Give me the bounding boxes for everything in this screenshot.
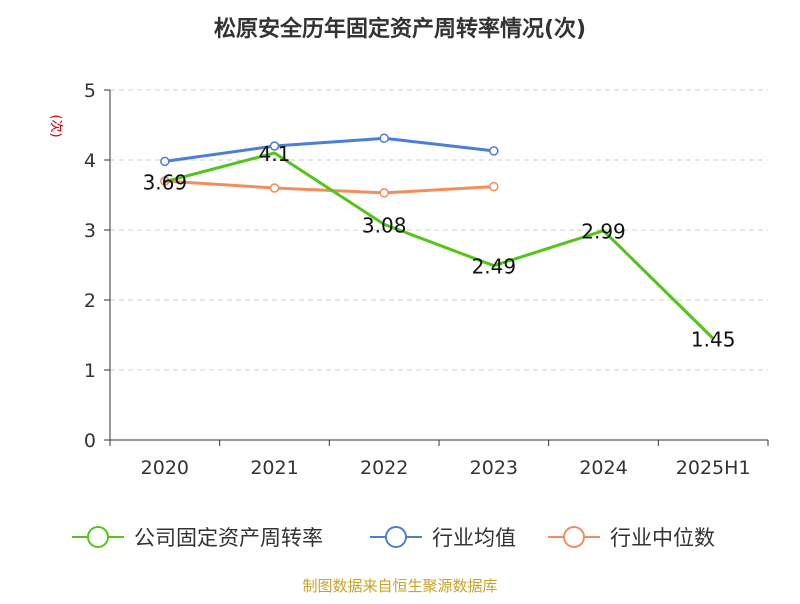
data-point — [379, 188, 389, 198]
legend-label: 行业均值 — [432, 526, 516, 550]
y-tick-label: 2 — [84, 290, 96, 312]
data-label: 2.49 — [472, 255, 517, 279]
legend-marker — [563, 526, 585, 548]
chart-title: 松原安全历年固定资产周转率情况(次) — [214, 16, 586, 42]
data-label: 1.45 — [691, 328, 736, 352]
data-point — [269, 141, 280, 151]
x-tick-label: 2025H1 — [676, 457, 751, 479]
data-label: 3.69 — [143, 171, 188, 195]
x-tick-label: 2023 — [470, 457, 518, 479]
series-line-0 — [164, 151, 715, 340]
legend-marker — [385, 526, 407, 548]
y-tick-label: 0 — [84, 430, 96, 452]
legend-label: 行业中位数 — [610, 526, 715, 550]
data-label: 2.99 — [581, 220, 626, 244]
legend-label: 公司固定资产周转率 — [134, 526, 323, 550]
data-point — [489, 181, 499, 192]
y-tick-label: 1 — [84, 360, 96, 382]
source-note: 制图数据来自恒生聚源数据库 — [302, 577, 497, 595]
data-label: 4.1 — [259, 142, 291, 166]
y-axis-label: (次) — [48, 114, 64, 137]
y-tick-label: 5 — [84, 80, 96, 102]
series-line-1 — [164, 136, 495, 163]
x-tick-label: 2024 — [579, 457, 627, 479]
y-tick-label: 3 — [84, 220, 96, 242]
data-point — [160, 156, 170, 167]
legend-marker — [87, 526, 109, 548]
y-tick-label: 4 — [84, 150, 96, 172]
data-point — [379, 133, 389, 144]
data-label: 3.08 — [362, 213, 407, 237]
data-point — [489, 146, 499, 156]
x-tick-label: 2021 — [250, 457, 298, 479]
x-tick-label: 2022 — [360, 457, 408, 479]
data-point — [269, 183, 280, 193]
x-tick-label: 2020 — [141, 457, 189, 479]
